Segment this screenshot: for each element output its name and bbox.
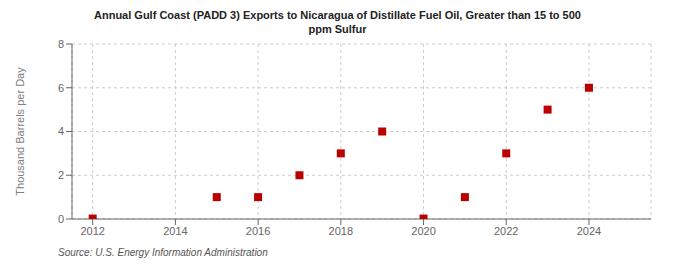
- svg-text:8: 8: [58, 38, 64, 50]
- svg-text:Thousand Barrels per Day: Thousand Barrels per Day: [14, 67, 26, 196]
- svg-text:4: 4: [58, 125, 64, 137]
- svg-text:6: 6: [58, 82, 64, 94]
- svg-text:2012: 2012: [80, 225, 104, 237]
- html-text:Source: U.S. Energy Informatio: Source: U.S. Energy Information Administ…: [58, 247, 268, 258]
- html-text:ppm Sulfur: ppm Sulfur: [308, 23, 367, 35]
- svg-text:2022: 2022: [494, 225, 518, 237]
- svg-text:2018: 2018: [329, 225, 353, 237]
- svg-text:2: 2: [58, 169, 64, 181]
- svg-text:2014: 2014: [163, 225, 187, 237]
- svg-text:2024: 2024: [577, 225, 601, 237]
- svg-text:0: 0: [58, 213, 64, 225]
- svg-text:2020: 2020: [411, 225, 435, 237]
- svg-text:2016: 2016: [246, 225, 270, 237]
- html-text:Annual Gulf Coast (PADD 3) Exp: Annual Gulf Coast (PADD 3) Exports to Ni…: [94, 9, 581, 21]
